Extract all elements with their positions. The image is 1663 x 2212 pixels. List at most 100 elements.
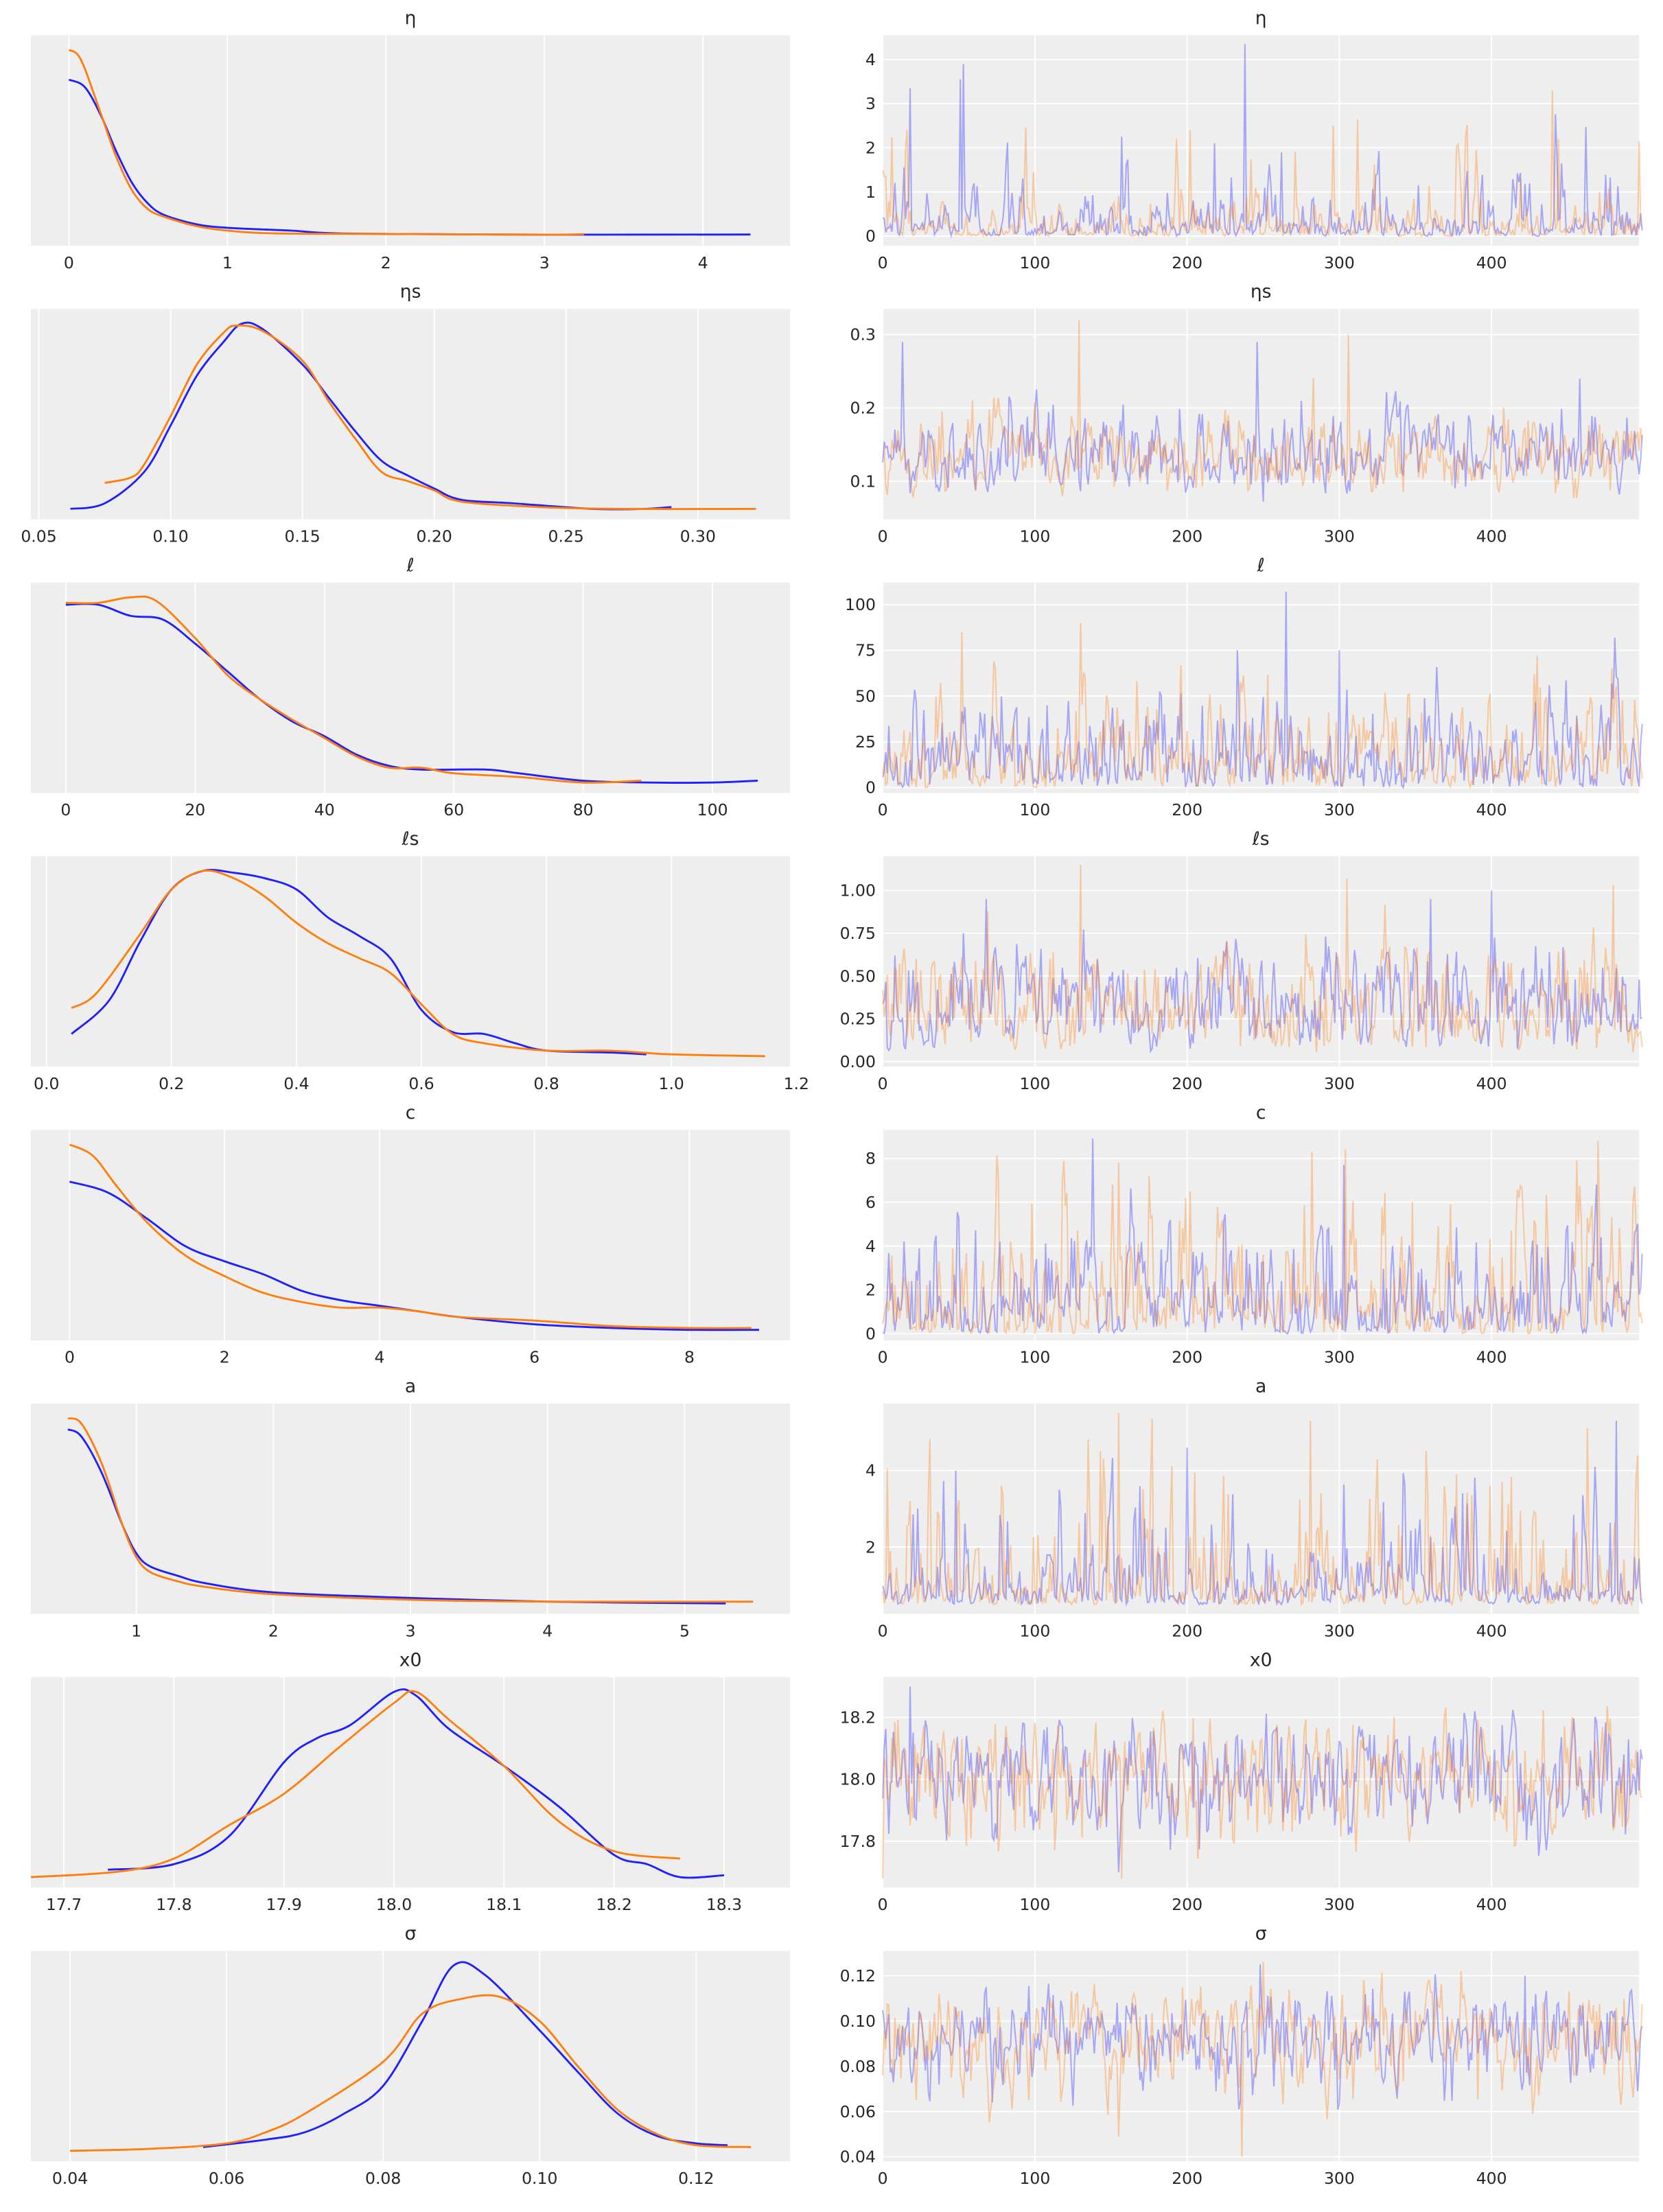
density-curve-chain-1 bbox=[69, 1143, 752, 1329]
y-tick-label: 0 bbox=[865, 778, 876, 798]
x-tick-label: 400 bbox=[1476, 800, 1507, 819]
density-panel: 0.04 0.06 0.08 0.10 0.12 σ bbox=[30, 1923, 791, 2188]
x-tick-label: 0.10 bbox=[152, 527, 188, 546]
panel-title: η bbox=[405, 8, 417, 29]
x-tick-label: 0.15 bbox=[284, 527, 320, 546]
plot-area bbox=[30, 582, 791, 793]
panel-row: 17.7 17.8 17.9 18.0 18.1 18.2 18.3 x0 0 100 200 300… bbox=[30, 1649, 1643, 1914]
x-tick-label: 0 bbox=[878, 1074, 888, 1093]
trace-line-chain-1 bbox=[882, 320, 1643, 499]
x-tick-label: 200 bbox=[1172, 1895, 1202, 1914]
y-tick-label: 18.2 bbox=[840, 1708, 876, 1727]
x-tick-label: 400 bbox=[1476, 1074, 1507, 1093]
x-tick-label: 200 bbox=[1172, 253, 1202, 272]
x-tick-label: 18.0 bbox=[376, 1895, 412, 1914]
x-tick-label: 8 bbox=[684, 1348, 695, 1367]
plot-area bbox=[30, 35, 791, 246]
y-tick-label: 0 bbox=[865, 1325, 876, 1344]
y-tick-label: 8 bbox=[865, 1149, 876, 1168]
y-tick-label: 0.1 bbox=[850, 471, 876, 491]
x-tick-label: 20 bbox=[185, 800, 205, 819]
trace-line-chain-1 bbox=[882, 622, 1643, 790]
x-tick-label: 0 bbox=[878, 1348, 888, 1367]
x-tick-label: 17.9 bbox=[266, 1895, 302, 1914]
x-tick-label: 300 bbox=[1324, 527, 1355, 546]
x-tick-label: 200 bbox=[1172, 1074, 1202, 1093]
panel-title: ηs bbox=[400, 281, 421, 303]
density-curve-chain-0 bbox=[69, 1180, 760, 1331]
x-tick-label: 400 bbox=[1476, 1621, 1507, 1640]
panel-row: 0 1 2 3 4 η 0 100 200 300 400 0 1 2 3 4 η bbox=[30, 8, 1643, 272]
panel-row: 0 20 40 60 80 100 ℓ 0 100 200 300 400 0 25 50 75 100 ℓ bbox=[30, 555, 1643, 819]
x-tick-label: 300 bbox=[1324, 800, 1355, 819]
panel-title: ℓs bbox=[402, 828, 419, 850]
y-tick-label: 2 bbox=[865, 1281, 876, 1300]
x-tick-label: 0 bbox=[64, 253, 74, 272]
trace-line-chain-0 bbox=[882, 1421, 1643, 1607]
x-tick-label: 0.05 bbox=[21, 527, 56, 546]
trace-panel: 0 100 200 300 400 2 4 a bbox=[865, 1376, 1643, 1640]
x-tick-label: 100 bbox=[1019, 1348, 1050, 1367]
x-tick-label: 200 bbox=[1172, 800, 1202, 819]
x-tick-label: 300 bbox=[1324, 1621, 1355, 1640]
x-tick-label: 300 bbox=[1324, 1895, 1355, 1914]
y-tick-label: 17.8 bbox=[840, 1832, 876, 1851]
density-curve-chain-0 bbox=[202, 1961, 728, 2148]
x-tick-label: 18.3 bbox=[706, 1895, 742, 1914]
trace-line-chain-1 bbox=[882, 90, 1643, 238]
x-tick-label: 0 bbox=[878, 2169, 888, 2188]
x-tick-label: 17.8 bbox=[156, 1895, 191, 1914]
plot-area bbox=[30, 309, 791, 520]
panel-title: x0 bbox=[399, 1649, 422, 1670]
x-tick-label: 400 bbox=[1476, 527, 1507, 546]
x-tick-label: 0 bbox=[878, 800, 888, 819]
trace-line-chain-0 bbox=[882, 592, 1643, 790]
y-tick-label: 0.25 bbox=[840, 1010, 876, 1029]
y-tick-label: 2 bbox=[865, 1537, 876, 1557]
plot-area bbox=[30, 1951, 791, 2162]
x-tick-label: 0.08 bbox=[365, 2169, 401, 2188]
y-tick-label: 75 bbox=[855, 641, 876, 660]
x-tick-label: 100 bbox=[1019, 1621, 1050, 1640]
x-tick-label: 0.6 bbox=[408, 1074, 434, 1093]
y-tick-label: 0.08 bbox=[840, 2057, 876, 2076]
density-curve-chain-0 bbox=[70, 321, 672, 511]
x-tick-label: 3 bbox=[539, 253, 550, 272]
y-tick-label: 0.04 bbox=[840, 2147, 876, 2167]
x-tick-label: 0.06 bbox=[209, 2169, 244, 2188]
x-tick-label: 200 bbox=[1172, 2169, 1202, 2188]
x-tick-label: 2 bbox=[268, 1621, 279, 1640]
trace-line-chain-1 bbox=[882, 1141, 1643, 1336]
x-tick-label: 200 bbox=[1172, 1348, 1202, 1367]
trace-panel: 0 100 200 300 400 0.00 0.25 0.50 0.75 1.00 ℓs bbox=[840, 828, 1643, 1093]
x-tick-label: 100 bbox=[1019, 527, 1050, 546]
density-curve-chain-1 bbox=[69, 1994, 752, 2152]
x-tick-label: 0 bbox=[65, 1348, 75, 1367]
trace-line-chain-0 bbox=[882, 342, 1643, 502]
panel-title: σ bbox=[405, 1923, 417, 1944]
trace-panel: 0 100 200 300 400 0.04 0.06 0.08 0.10 0.12 σ bbox=[840, 1923, 1643, 2188]
x-tick-label: 0.0 bbox=[34, 1074, 59, 1093]
x-tick-label: 4 bbox=[698, 253, 708, 272]
x-tick-label: 0 bbox=[878, 527, 888, 546]
plot-area bbox=[883, 582, 1640, 793]
plot-area bbox=[30, 856, 791, 1067]
y-tick-label: 50 bbox=[855, 686, 876, 706]
trace-panel: 0 100 200 300 400 17.8 18.0 18.2 x0 bbox=[840, 1649, 1643, 1914]
y-tick-label: 0.10 bbox=[840, 2012, 876, 2031]
plot-area bbox=[883, 1130, 1640, 1340]
panel-row: 0 2 4 6 8 c 0 100 200 300 400 0 2 4 6 8 c bbox=[30, 1102, 1643, 1367]
x-tick-label: 6 bbox=[529, 1348, 539, 1367]
density-panel: 0.05 0.10 0.15 0.20 0.25 0.30 ηs bbox=[21, 281, 791, 546]
y-tick-label: 25 bbox=[855, 732, 876, 752]
plot-area bbox=[30, 1677, 791, 1888]
panel-row: 0.0 0.2 0.4 0.6 0.8 1.0 1.2 ℓs 0 100 200 300 400 0.00… bbox=[30, 828, 1643, 1093]
x-tick-label: 1.2 bbox=[784, 1074, 809, 1093]
trace-panel: 0 100 200 300 400 0 1 2 3 4 η bbox=[865, 8, 1643, 272]
plot-area bbox=[883, 1677, 1640, 1888]
x-tick-label: 400 bbox=[1476, 1348, 1507, 1367]
density-panel: 17.7 17.8 17.9 18.0 18.1 18.2 18.3 x0 bbox=[30, 1649, 791, 1914]
x-tick-label: 200 bbox=[1172, 527, 1202, 546]
panel-title: ℓs bbox=[1252, 828, 1270, 850]
density-curve-chain-1 bbox=[68, 49, 584, 236]
